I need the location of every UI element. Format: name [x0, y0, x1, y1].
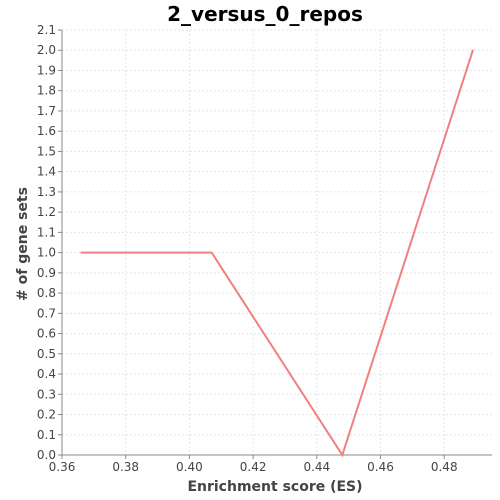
grid: [61, 29, 492, 456]
y-tick-label: 1.1: [37, 225, 56, 239]
data-point: [80, 251, 82, 254]
y-tick-label: 1.5: [37, 144, 56, 158]
y-tick-label: 2.1: [37, 23, 56, 37]
y-tick-label: 0.0: [37, 448, 56, 462]
y-tick-label: 1.6: [37, 124, 56, 138]
y-tick-label: 0.3: [37, 387, 56, 401]
y-tick-label: 1.8: [37, 84, 56, 98]
y-tick-label: 0.2: [37, 408, 56, 422]
x-tick-label: 0.38: [112, 460, 139, 474]
y-tick-label: 1.3: [37, 185, 56, 199]
axes: 0.0 0.1 0.2 0.3 0.4 0.5 0.6 0.7 0.8 0.9 1.0 1.1 1.2 1…: [37, 23, 492, 474]
chart-title: 2_versus_0_repos: [167, 2, 363, 26]
data-point: [472, 49, 474, 52]
series-layer: [80, 49, 474, 458]
y-tick-label: 0.7: [37, 306, 56, 320]
x-tick-label: 0.36: [49, 460, 76, 474]
y-axis-label: # of gene sets: [15, 187, 31, 301]
data-point: [341, 454, 344, 456]
x-tick-label: 0.40: [176, 460, 203, 474]
y-tick-label: 0.6: [37, 327, 56, 341]
y-tick-label: 0.1: [37, 428, 56, 442]
y-tick-label: 1.0: [37, 246, 56, 260]
y-tick-label: 1.7: [37, 104, 56, 118]
x-axis-label: Enrichment score (ES): [187, 479, 362, 495]
y-tick-label: 0.4: [37, 367, 56, 381]
x-tick-label: 0.42: [240, 460, 267, 474]
y-tick-label: 0.9: [37, 266, 56, 280]
series-line: [81, 49, 474, 458]
y-tick-label: 2.0: [37, 43, 56, 57]
x-tick-label: 0.46: [367, 460, 394, 474]
y-tick-label: 1.4: [37, 165, 56, 179]
y-tick-label: 0.8: [37, 286, 56, 300]
y-tick-label: 0.5: [37, 347, 56, 361]
y-tick-label: 1.2: [37, 205, 56, 219]
y-tick-label: 1.9: [37, 63, 56, 77]
data-point: [210, 251, 213, 254]
x-tick-label: 0.48: [431, 460, 458, 474]
x-tick-label: 0.44: [303, 460, 330, 474]
